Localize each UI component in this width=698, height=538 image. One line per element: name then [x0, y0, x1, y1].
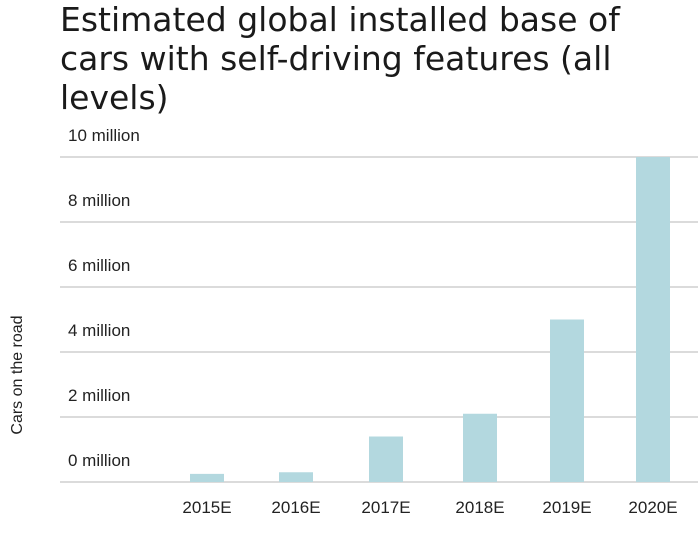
y-tick-label: 8 million — [68, 191, 130, 210]
x-tick-label: 2015E — [182, 498, 231, 517]
x-tick-label: 2016E — [271, 498, 320, 517]
bar — [636, 157, 670, 482]
y-tick-label: 0 million — [68, 451, 130, 470]
y-axis-ticks: 0 million 2 million 4 million 6 million 8 mi… — [68, 126, 140, 470]
y-axis-label: Cars on the road — [9, 315, 26, 434]
gridlines — [60, 156, 698, 483]
x-tick-label: 2018E — [455, 498, 504, 517]
bars — [190, 157, 670, 482]
bar — [463, 413, 497, 482]
y-tick-label: 2 million — [68, 386, 130, 405]
bar — [279, 472, 313, 482]
x-axis-categories: 2015E 2016E 2017E 2018E 2019E 2020E — [182, 498, 677, 517]
x-tick-label: 2019E — [542, 498, 591, 517]
bar — [190, 473, 224, 482]
y-tick-label: 10 million — [68, 126, 140, 145]
y-tick-label: 6 million — [68, 256, 130, 275]
x-tick-label: 2020E — [628, 498, 677, 517]
x-tick-label: 2017E — [361, 498, 410, 517]
chart-title: Estimated global installed base of cars … — [60, 0, 620, 117]
y-tick-label: 4 million — [68, 321, 130, 340]
bar — [550, 319, 584, 482]
bar — [369, 436, 403, 482]
